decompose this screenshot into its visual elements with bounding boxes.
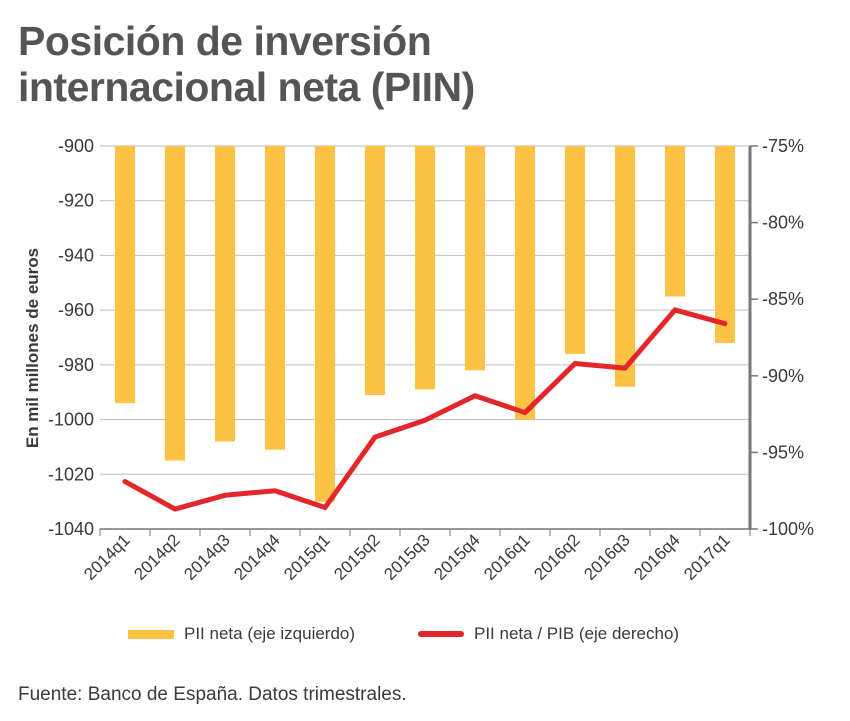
- bar-series: [115, 146, 735, 502]
- category-label: 2015q2: [330, 530, 384, 584]
- left-axis-label: En mil millones de euros: [23, 248, 42, 448]
- chart-title: Posición de inversión internacional neta…: [18, 18, 475, 110]
- right-tick-label: -85%: [762, 289, 804, 309]
- bar: [115, 146, 135, 404]
- left-tick-label: -960: [58, 300, 94, 320]
- bar: [465, 146, 485, 371]
- right-tick-label: -95%: [762, 442, 804, 462]
- legend-label-bar: PII neta (eje izquierdo): [184, 624, 356, 643]
- category-label: 2014q3: [180, 530, 234, 584]
- category-label: 2017q1: [680, 530, 734, 584]
- legend-item-bar: PII neta (eje izquierdo): [128, 624, 355, 644]
- category-label: 2016q2: [530, 530, 584, 584]
- line-series: [122, 307, 728, 512]
- category-label: 2016q4: [630, 530, 684, 584]
- axes: [99, 145, 758, 536]
- legend-label-line: PII neta / PIB (eje derecho): [474, 624, 680, 643]
- left-tick-label: -940: [58, 245, 94, 265]
- left-tick-label: -920: [58, 191, 94, 211]
- category-label: 2014q4: [230, 530, 284, 584]
- legend-swatch-line: [418, 631, 464, 637]
- category-labels: 2014q12014q22014q32014q42015q12015q22015…: [80, 530, 734, 584]
- left-tick-label: -1020: [48, 464, 94, 484]
- right-axis-ticks: -75% -80% -85% -90% -95% -100%: [762, 136, 814, 539]
- bar: [715, 146, 735, 343]
- left-tick-label: -1000: [48, 410, 94, 430]
- left-axis-ticks: -900 -920 -940 -960 -980 -1000 -1020 -1040: [48, 136, 94, 539]
- category-label: 2014q2: [130, 530, 184, 584]
- legend-swatch-bar: [128, 629, 174, 639]
- left-tick-label: -1040: [48, 519, 94, 539]
- left-tick-label: -900: [58, 136, 94, 156]
- bar: [315, 146, 335, 502]
- right-tick-label: -90%: [762, 366, 804, 386]
- chart-title-line-2: internacional neta (PIIN): [18, 64, 475, 110]
- category-label: 2015q1: [280, 530, 334, 584]
- right-tick-label: -80%: [762, 213, 804, 233]
- right-tick-label: -75%: [762, 136, 804, 156]
- category-label: 2015q4: [430, 530, 484, 584]
- category-label: 2016q1: [480, 530, 534, 584]
- bar: [515, 146, 535, 420]
- bar: [365, 146, 385, 395]
- bar: [215, 146, 235, 442]
- legend-item-line: PII neta / PIB (eje derecho): [418, 624, 679, 644]
- bar: [665, 146, 685, 297]
- bar: [415, 146, 435, 390]
- category-label: 2015q3: [380, 530, 434, 584]
- bar: [265, 146, 285, 450]
- bar: [165, 146, 185, 461]
- bar: [615, 146, 635, 387]
- bar: [565, 146, 585, 354]
- source-note: Fuente: Banco de España. Datos trimestra…: [18, 684, 407, 705]
- right-tick-label: -100%: [762, 519, 814, 539]
- left-tick-label: -980: [58, 355, 94, 375]
- chart-title-line-1: Posición de inversión: [18, 18, 432, 64]
- category-label: 2016q3: [580, 530, 634, 584]
